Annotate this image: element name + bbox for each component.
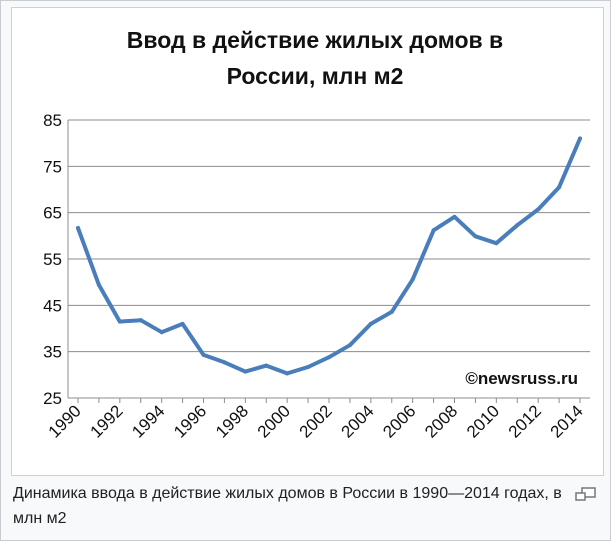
- magnify-clip-icon[interactable]: [575, 487, 597, 501]
- data-point-2002: [327, 355, 331, 360]
- chart-title-line-1: Ввод в действие жилых домов в: [127, 27, 503, 53]
- x-tick-label-1996: 1996: [170, 401, 210, 441]
- data-point-1996: [201, 352, 206, 357]
- data-point-1993: [138, 318, 143, 323]
- data-point-1991: [96, 282, 101, 287]
- data-point-2014: [578, 136, 582, 141]
- y-tick-label-35: 35: [43, 343, 62, 362]
- data-point-2001: [306, 364, 311, 369]
- line-chart: Ввод в действие жилых домов в России, мл…: [43, 27, 590, 442]
- x-tick-label-1998: 1998: [212, 401, 252, 441]
- data-point-1998: [243, 369, 248, 374]
- x-tick-label-2010: 2010: [463, 401, 503, 441]
- data-point-2009: [473, 234, 478, 239]
- data-point-1992: [117, 319, 122, 324]
- x-tick-label-2008: 2008: [421, 401, 461, 441]
- x-tick-label-2000: 2000: [254, 401, 294, 441]
- data-point-2006: [410, 277, 415, 282]
- y-tick-label-45: 45: [43, 296, 62, 315]
- chart-title-line-2: России, млн м2: [227, 63, 404, 89]
- data-point-2004: [368, 321, 373, 326]
- data-point-1999: [264, 363, 269, 368]
- x-tick-label-2006: 2006: [379, 401, 419, 441]
- x-tick-label-2012: 2012: [505, 401, 545, 441]
- x-tick-label-1992: 1992: [86, 401, 126, 441]
- data-point-2012: [536, 207, 541, 212]
- y-tick-label-55: 55: [43, 250, 62, 269]
- series-line: [76, 136, 582, 376]
- data-point-2008: [452, 214, 457, 219]
- data-point-2013: [557, 185, 562, 190]
- x-tick-label-2002: 2002: [296, 401, 336, 441]
- figure-caption: Динамика ввода в действие жилых домов в …: [13, 485, 562, 527]
- chart-image[interactable]: Ввод в действие жилых домов в России, мл…: [11, 7, 604, 476]
- y-tick-label-85: 85: [43, 111, 62, 130]
- data-point-1995: [180, 321, 185, 326]
- data-point-2010: [494, 241, 499, 246]
- x-tick-label-2014: 2014: [547, 401, 587, 441]
- data-point-2003: [347, 343, 352, 348]
- x-tick-label-1994: 1994: [128, 401, 168, 441]
- data-point-1997: [222, 360, 227, 365]
- data-point-2011: [515, 223, 520, 228]
- data-point-1994: [159, 330, 164, 335]
- y-tick-label-65: 65: [43, 204, 62, 223]
- watermark: ©newsruss.ru: [465, 369, 578, 388]
- data-point-1990: [76, 225, 80, 230]
- data-point-2007: [431, 228, 436, 233]
- y-tick-label-25: 25: [43, 389, 62, 408]
- y-tick-label-75: 75: [43, 157, 62, 176]
- data-point-2005: [389, 309, 394, 314]
- data-point-2000: [285, 371, 290, 376]
- x-tick-label-2004: 2004: [337, 401, 377, 441]
